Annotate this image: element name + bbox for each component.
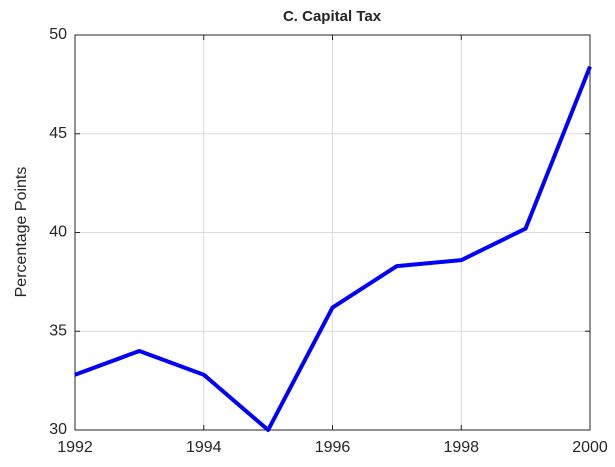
x-tick-label: 1994 (186, 439, 222, 456)
x-tick-label: 2000 (572, 439, 608, 456)
y-tick-label: 40 (49, 224, 67, 241)
plot-frame (74, 34, 591, 431)
chart-title: C. Capital Tax (283, 8, 382, 25)
y-tick-label: 30 (49, 421, 67, 438)
y-axis-label: Percentage Points (13, 167, 30, 298)
x-tick-label: 1996 (315, 439, 351, 456)
y-tick-label: 50 (49, 26, 67, 43)
data-line (74, 65, 592, 432)
x-tick-label: 1992 (57, 439, 93, 456)
y-tick-label: 45 (49, 125, 67, 142)
y-tick-label: 35 (49, 322, 67, 339)
x-tick-label: 1998 (443, 439, 479, 456)
